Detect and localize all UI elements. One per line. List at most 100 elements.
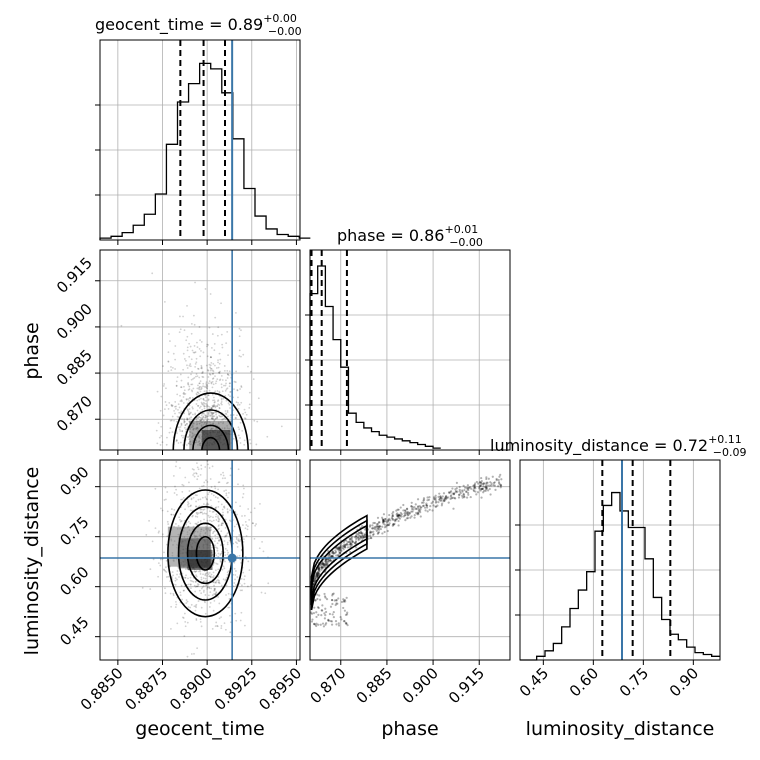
scatter-point: [351, 540, 354, 544]
scatter-point: [350, 537, 353, 540]
scatter-point: [377, 531, 381, 534]
scatter-point: [227, 592, 230, 595]
scatter-point: [210, 548, 213, 551]
scatter-point: [425, 502, 428, 505]
scatter-point: [164, 592, 167, 595]
scatter-point: [202, 415, 205, 418]
scatter-point: [190, 587, 192, 590]
scatter-point: [255, 443, 258, 446]
scatter-point: [209, 499, 212, 502]
scatter-point: [210, 415, 212, 418]
scatter-point: [220, 302, 222, 305]
scatter-point: [417, 511, 420, 515]
scatter-point: [221, 477, 224, 480]
scatter-point: [376, 528, 379, 531]
scatter-point: [219, 560, 222, 563]
contour-line: [310, 514, 368, 611]
scatter-point: [376, 527, 380, 530]
scatter-point: [335, 599, 338, 602]
scatter-point: [210, 367, 213, 370]
scatter-point: [185, 523, 188, 526]
scatter-point: [176, 578, 178, 581]
scatter-point: [195, 512, 198, 514]
scatter-point: [398, 517, 402, 520]
scatter-point: [456, 490, 459, 493]
scatter-point: [382, 513, 386, 516]
scatter-point: [440, 497, 444, 500]
scatter-point: [320, 563, 323, 566]
scatter-point: [335, 598, 338, 602]
scatter-point: [381, 520, 385, 523]
scatter-point: [203, 405, 206, 408]
scatter-point: [221, 379, 224, 381]
scatter-point: [182, 352, 185, 355]
scatter-point: [217, 371, 220, 374]
scatter-point: [204, 594, 207, 596]
scatter-point: [171, 415, 174, 418]
scatter-point: [169, 340, 171, 342]
scatter-point: [220, 386, 223, 389]
scatter-point: [499, 486, 502, 489]
scatter-point: [149, 588, 152, 590]
scatter-point: [467, 486, 471, 489]
scatter-point: [416, 513, 419, 516]
scatter-point: [224, 560, 226, 563]
scatter-point: [321, 622, 325, 625]
scatter-point: [372, 521, 375, 525]
scatter-point: [199, 570, 202, 573]
scatter-point: [214, 581, 217, 584]
scatter-point: [190, 504, 192, 507]
scatter-point: [209, 373, 212, 376]
scatter-point: [350, 535, 353, 538]
scatter-point: [413, 516, 416, 519]
scatter-point: [240, 611, 243, 614]
scatter-point: [332, 552, 335, 555]
scatter-point: [196, 409, 199, 412]
scatter-point: [202, 376, 205, 379]
scatter-point: [346, 546, 350, 549]
scatter-point: [176, 376, 179, 379]
scatter-point: [197, 405, 200, 407]
scatter-point: [175, 405, 177, 408]
scatter-point: [213, 419, 216, 421]
scatter-point: [227, 402, 230, 405]
scatter-point: [199, 520, 202, 522]
scatter-point: [164, 587, 166, 590]
scatter-point: [367, 537, 370, 540]
scatter-point: [322, 564, 325, 567]
scatter-point: [436, 504, 439, 507]
scatter-point: [157, 562, 160, 564]
scatter-point: [214, 587, 217, 590]
scatter-point: [227, 374, 230, 376]
scatter-point: [243, 439, 246, 442]
scatter-point: [416, 498, 420, 501]
scatter-point: [201, 511, 203, 514]
scatter-point: [344, 543, 347, 547]
scatter-point: [410, 507, 414, 511]
scatter-point: [212, 609, 215, 612]
scatter-point: [194, 581, 197, 583]
scatter-point: [160, 395, 163, 398]
scatter-point: [205, 584, 207, 587]
scatter-point: [359, 537, 362, 540]
scatter-point: [355, 532, 358, 535]
scatter-point: [386, 521, 389, 524]
scatter-point: [203, 481, 206, 484]
scatter-point: [227, 606, 230, 609]
scatter-point: [402, 515, 405, 518]
scatter-point: [485, 487, 488, 490]
scatter-point: [203, 414, 206, 416]
scatter-point: [458, 485, 461, 489]
scatter-point: [201, 375, 204, 378]
scatter-point: [470, 487, 473, 490]
scatter-point: [212, 405, 215, 408]
scatter-point: [223, 506, 226, 509]
scatter-point: [472, 489, 476, 493]
scatter-point: [211, 333, 214, 335]
contour-lines: [167, 392, 368, 618]
scatter-point: [199, 419, 201, 422]
scatter-point: [157, 422, 160, 424]
scatter-point: [317, 569, 320, 572]
scatter-point: [246, 525, 249, 528]
scatter-point: [248, 391, 251, 394]
